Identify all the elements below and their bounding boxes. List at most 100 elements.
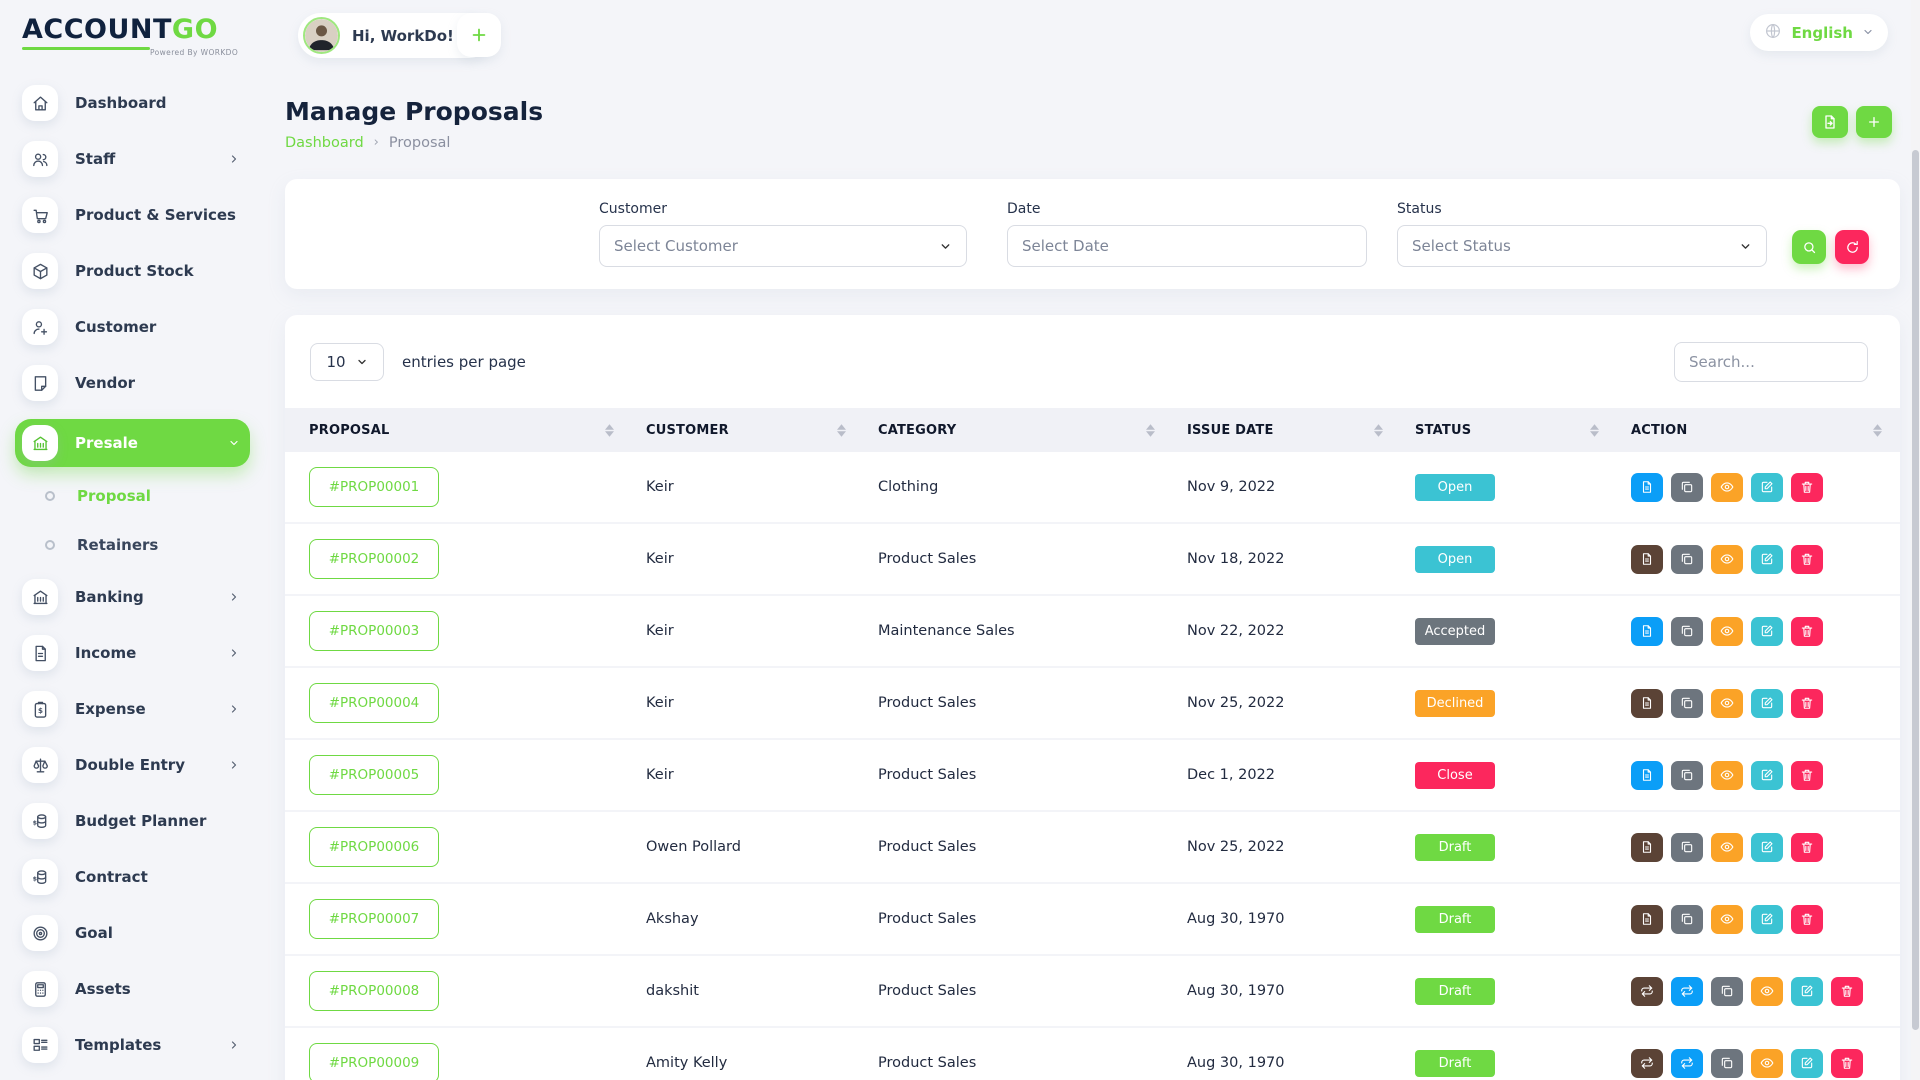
sidebar-item-expense[interactable]: $ Expense (15, 689, 250, 729)
sidebar-item-budget-planner[interactable]: $ Budget Planner (15, 801, 250, 841)
app-logo[interactable]: ACCOUNTGO Powered By WORKDO (0, 0, 262, 57)
proposal-number-button[interactable]: #PROP00008 (309, 971, 439, 1011)
proposal-number-button[interactable]: #PROP00001 (309, 467, 439, 507)
logo-underline (22, 47, 150, 50)
edit-button[interactable] (1791, 1048, 1823, 1078)
customer-cell: Keir (646, 551, 674, 567)
proposal-number-button[interactable]: #PROP00009 (309, 1043, 439, 1080)
delete-button[interactable] (1791, 472, 1823, 502)
file-button[interactable] (1631, 832, 1663, 862)
view-button[interactable] (1751, 976, 1783, 1006)
convert-button[interactable] (1631, 976, 1663, 1006)
file-button[interactable] (1631, 472, 1663, 502)
clipboard-dollar-icon: $ (22, 691, 58, 727)
file-button[interactable] (1631, 904, 1663, 934)
view-button[interactable] (1711, 904, 1743, 934)
proposal-number-button[interactable]: #PROP00007 (309, 899, 439, 939)
status-select[interactable]: Select Status (1397, 225, 1767, 267)
date-input[interactable] (1007, 225, 1367, 267)
delete-button[interactable] (1791, 832, 1823, 862)
duplicate-button[interactable] (1671, 832, 1703, 862)
view-button[interactable] (1711, 544, 1743, 574)
edit-button[interactable] (1751, 832, 1783, 862)
sidebar-item-vendor[interactable]: Vendor (15, 363, 250, 403)
edit-button[interactable] (1751, 688, 1783, 718)
apply-filter-button[interactable] (1792, 230, 1826, 264)
duplicate-button[interactable] (1671, 688, 1703, 718)
proposal-number-button[interactable]: #PROP00006 (309, 827, 439, 867)
create-proposal-button[interactable] (1856, 106, 1892, 138)
delete-button[interactable] (1791, 760, 1823, 790)
customer-select[interactable]: Select Customer (599, 225, 967, 267)
sidebar-item-customer[interactable]: Customer (15, 307, 250, 347)
edit-button[interactable] (1751, 472, 1783, 502)
delete-button[interactable] (1831, 976, 1863, 1006)
proposal-number-button[interactable]: #PROP00002 (309, 539, 439, 579)
entries-select[interactable]: 10 (310, 343, 384, 381)
view-button[interactable] (1711, 616, 1743, 646)
convert-alt-button[interactable] (1671, 1048, 1703, 1078)
sort-icon[interactable] (1146, 423, 1155, 437)
file-button[interactable] (1631, 616, 1663, 646)
proposal-number-button[interactable]: #PROP00005 (309, 755, 439, 795)
file-button[interactable] (1631, 688, 1663, 718)
convert-alt-button[interactable] (1671, 976, 1703, 1006)
sidebar-item-goal[interactable]: Goal (15, 913, 250, 953)
edit-button[interactable] (1791, 976, 1823, 1006)
scrollbar-track[interactable] (1911, 0, 1920, 1080)
delete-button[interactable] (1791, 616, 1823, 646)
view-button[interactable] (1711, 832, 1743, 862)
scrollbar-thumb[interactable] (1912, 150, 1919, 1030)
file-button[interactable] (1631, 760, 1663, 790)
duplicate-button[interactable] (1711, 976, 1743, 1006)
sidebar-item-banking[interactable]: Banking (15, 577, 250, 617)
svg-text:$: $ (38, 706, 43, 715)
sidebar-item-templates[interactable]: Templates (15, 1025, 250, 1065)
duplicate-button[interactable] (1671, 760, 1703, 790)
duplicate-button[interactable] (1671, 616, 1703, 646)
sidebar-item-assets[interactable]: Assets (15, 969, 250, 1009)
sidebar-item-staff[interactable]: Staff (15, 139, 250, 179)
sidebar-item-dashboard[interactable]: Dashboard (15, 83, 250, 123)
edit-button[interactable] (1751, 904, 1783, 934)
quick-add-button[interactable] (457, 13, 501, 57)
duplicate-button[interactable] (1671, 904, 1703, 934)
sidebar-item-product-stock[interactable]: Product Stock (15, 251, 250, 291)
delete-button[interactable] (1791, 904, 1823, 934)
sidebar-item-proposal[interactable]: Proposal (45, 479, 262, 513)
edit-button[interactable] (1751, 616, 1783, 646)
convert-button[interactable] (1631, 1048, 1663, 1078)
sidebar-item-retainers[interactable]: Retainers (45, 528, 262, 562)
language-selector[interactable]: English (1750, 14, 1888, 51)
duplicate-button[interactable] (1711, 1048, 1743, 1078)
table-search-input[interactable] (1674, 342, 1868, 382)
view-button[interactable] (1751, 1048, 1783, 1078)
sort-icon[interactable] (1374, 423, 1383, 437)
sidebar-item-contract[interactable]: $ Contract (15, 857, 250, 897)
delete-button[interactable] (1791, 688, 1823, 718)
sidebar-item-income[interactable]: Income (15, 633, 250, 673)
edit-button[interactable] (1751, 760, 1783, 790)
sort-icon[interactable] (605, 423, 614, 437)
sort-icon[interactable] (1873, 423, 1882, 437)
edit-button[interactable] (1751, 544, 1783, 574)
sidebar-item-product-services[interactable]: Product & Services (15, 195, 250, 235)
delete-button[interactable] (1791, 544, 1823, 574)
delete-button[interactable] (1831, 1048, 1863, 1078)
sort-icon[interactable] (837, 423, 846, 437)
file-button[interactable] (1631, 544, 1663, 574)
duplicate-button[interactable] (1671, 544, 1703, 574)
sidebar-item-presale[interactable]: Presale (15, 419, 250, 467)
reset-filter-button[interactable] (1835, 230, 1869, 264)
duplicate-button[interactable] (1671, 472, 1703, 502)
chevron-right-icon (228, 591, 240, 603)
proposal-number-button[interactable]: #PROP00003 (309, 611, 439, 651)
proposal-number-button[interactable]: #PROP00004 (309, 683, 439, 723)
view-button[interactable] (1711, 688, 1743, 718)
view-button[interactable] (1711, 472, 1743, 502)
sort-icon[interactable] (1590, 423, 1599, 437)
sidebar-item-double-entry[interactable]: Double Entry (15, 745, 250, 785)
breadcrumb-dashboard[interactable]: Dashboard (285, 134, 364, 151)
export-button[interactable] (1812, 106, 1848, 138)
view-button[interactable] (1711, 760, 1743, 790)
